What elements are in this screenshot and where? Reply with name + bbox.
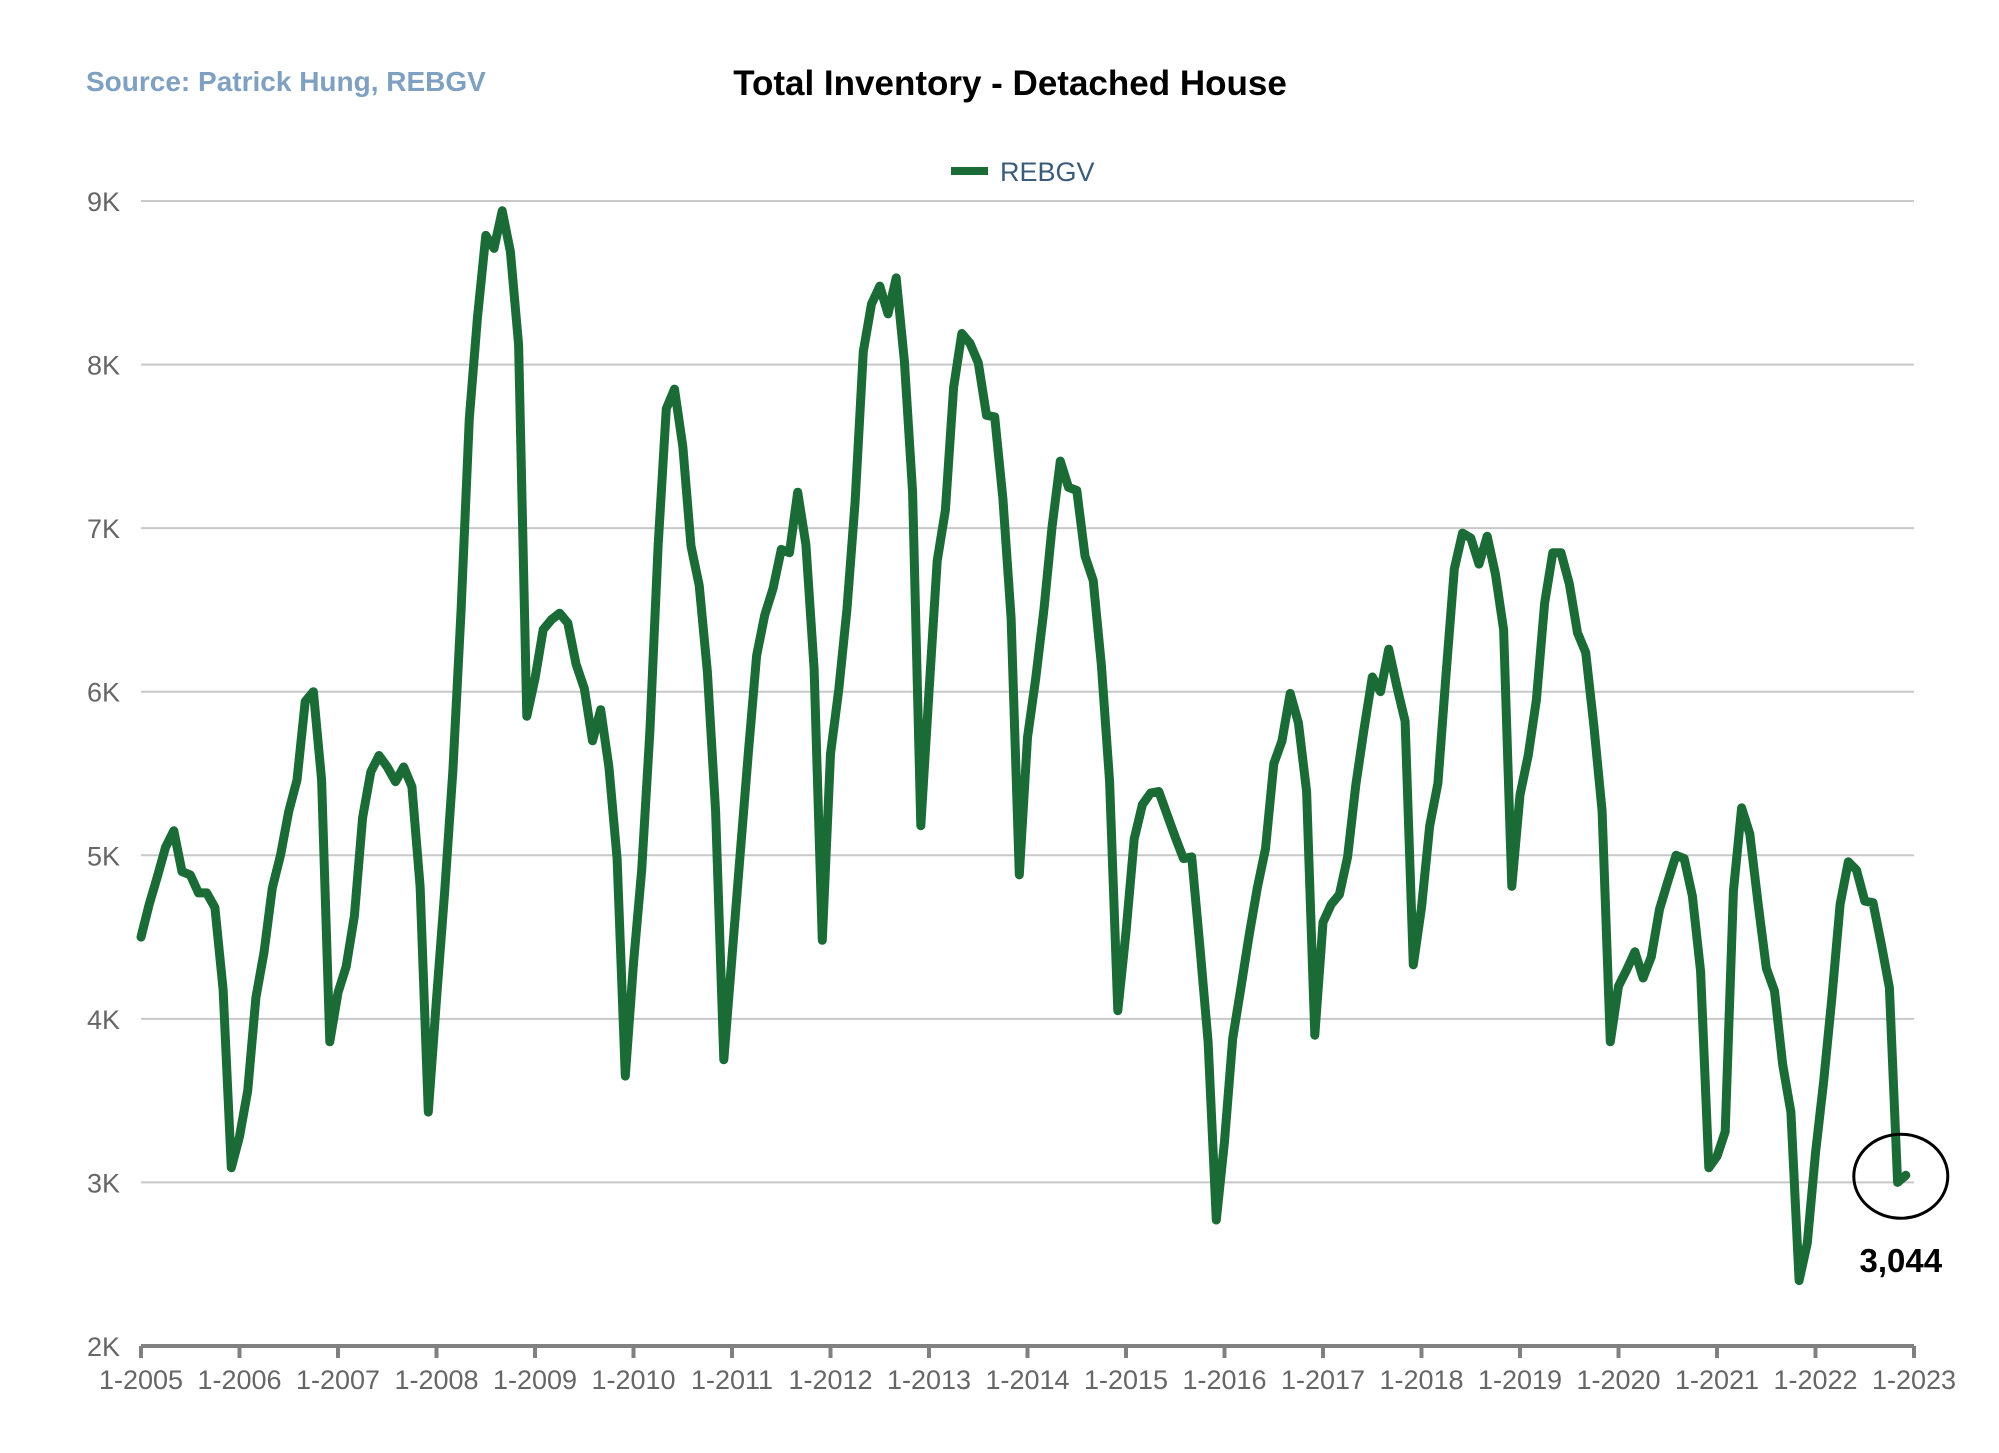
y-tick-label: 9K [87, 187, 120, 217]
source-label: Source: Patrick Hung, REBGV [86, 66, 486, 97]
legend-label: REBGV [1000, 157, 1095, 187]
series-layer [136, 206, 1911, 1286]
x-tick-label: 1-2005 [99, 1365, 183, 1395]
x-tick-label: 1-2023 [1872, 1365, 1956, 1395]
gridlines [141, 200, 1914, 1184]
y-tick-label: 3K [87, 1168, 120, 1198]
x-tick-label: 1-2016 [1182, 1365, 1266, 1395]
x-tick-label: 1-2011 [691, 1365, 773, 1395]
y-tick-label: 2K [87, 1332, 120, 1362]
x-tick-label: 1-2010 [591, 1365, 675, 1395]
x-tick-label: 1-2019 [1478, 1365, 1562, 1395]
x-tick-label: 1-2021 [1675, 1365, 1759, 1395]
y-tick-label: 5K [87, 841, 120, 871]
x-tick-label: 1-2006 [197, 1365, 281, 1395]
x-tick-label: 1-2014 [985, 1365, 1069, 1395]
legend: REBGV [951, 157, 1095, 187]
x-tick-label: 1-2008 [394, 1365, 478, 1395]
x-tick-label: 1-2012 [788, 1365, 872, 1395]
y-tick-label: 8K [87, 351, 120, 381]
annotation: 3,044 [1852, 1132, 1950, 1279]
annotation-circle [1852, 1132, 1950, 1220]
y-tick-label: 7K [87, 514, 120, 544]
x-axis: 1-2005 1-2006 1-2007 1-2008 1-2009 1-2010 1-20… [99, 1344, 1956, 1395]
x-tick-label: 1-2022 [1773, 1365, 1857, 1395]
y-tick-label: 4K [87, 1005, 120, 1035]
x-tick-label: 1-2018 [1379, 1365, 1463, 1395]
series-line-rebgv [136, 206, 1911, 1286]
chart-title: Total Inventory - Detached House [733, 64, 1287, 103]
x-tick-label: 1-2007 [296, 1365, 380, 1395]
x-tick-label: 1-2013 [887, 1365, 971, 1395]
annotation-label: 3,044 [1859, 1242, 1942, 1279]
x-tick-label: 1-2015 [1084, 1365, 1168, 1395]
x-tick-label: 1-2009 [493, 1365, 577, 1395]
x-tick-label: 1-2020 [1576, 1365, 1660, 1395]
y-axis-labels: 2K 3K 4K 5K 6K 7K 8K 9K [87, 187, 120, 1362]
x-tick-label: 1-2017 [1281, 1365, 1365, 1395]
y-tick-label: 6K [87, 678, 120, 708]
